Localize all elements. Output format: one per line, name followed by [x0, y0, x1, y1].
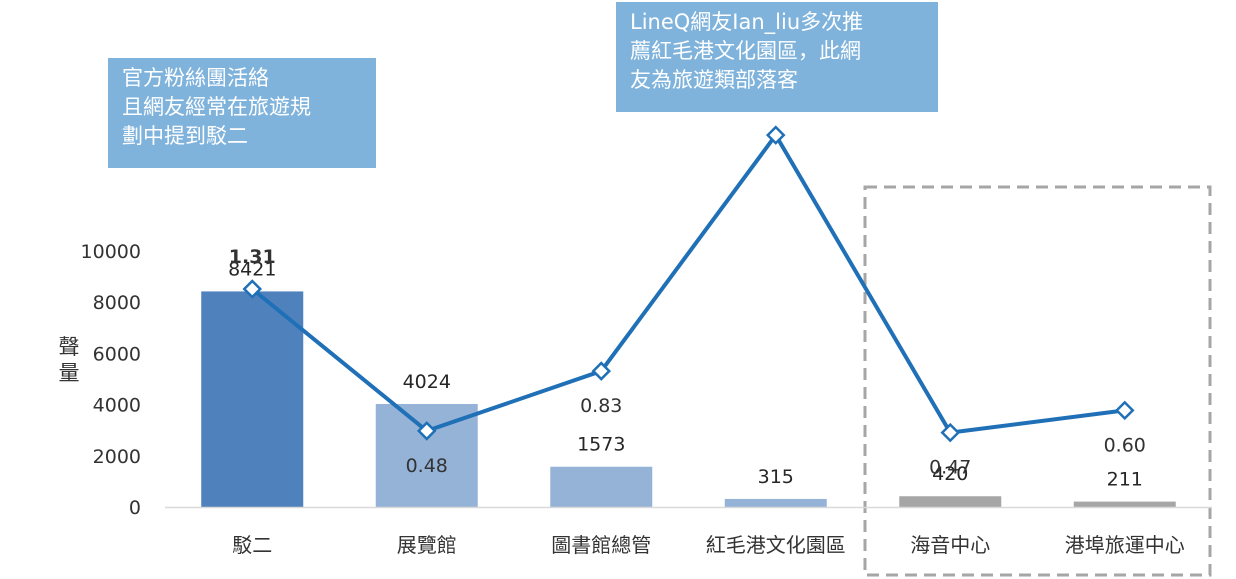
y-tick-label: 8000	[93, 292, 141, 314]
bar-value-label: 8421	[228, 258, 276, 280]
line-value-label: 0.47	[929, 457, 971, 479]
y-tick-label: 6000	[93, 343, 141, 365]
bar	[201, 291, 304, 507]
y-axis-label: 聲 量	[58, 335, 80, 385]
bar	[550, 466, 653, 507]
line-value-label: 1.31	[229, 246, 276, 268]
x-tick-label: 海音中心	[910, 533, 990, 557]
bar	[1073, 501, 1176, 507]
line-point	[242, 279, 263, 299]
x-tick-label: 駁二	[232, 533, 272, 557]
line-point	[765, 125, 786, 145]
line-value-label: 0.48	[406, 455, 448, 477]
series-line	[250, 133, 1126, 435]
bar-value-label: 1573	[577, 434, 625, 456]
bar-value-label: 211	[1107, 469, 1143, 491]
bar-value-label: 4024	[403, 371, 451, 393]
x-tick-label: 圖書館總管	[551, 533, 651, 557]
line-value-label: 0.60	[1104, 434, 1146, 456]
x-tick-label: 港埠旅運中心	[1065, 533, 1185, 557]
callout-hongmaogang: LineQ網友Ian_liu多次推 薦紅毛港文化園區，此網 友為旅遊類部落客	[616, 2, 938, 112]
y-tick-label: 0	[129, 497, 141, 519]
bar	[899, 496, 1002, 507]
highlight-box	[863, 185, 1212, 577]
x-tick-label: 紅毛港文化園區	[706, 533, 846, 557]
line-point	[1114, 400, 1135, 421]
x-tick-label: 展覽館	[397, 533, 457, 557]
line-point	[416, 421, 437, 441]
line-value-label: 0.83	[580, 395, 622, 417]
bar-value-label: 315	[758, 466, 794, 488]
line-point	[591, 361, 612, 381]
callout-bo2: 官方粉絲團活絡 且網友經常在旅遊規 劃中提到駁二	[108, 58, 376, 168]
line-point	[940, 422, 961, 443]
bar	[724, 498, 827, 507]
y-tick-label: 10000	[81, 241, 141, 263]
bar-value-label: 420	[932, 463, 968, 485]
y-tick-label: 2000	[93, 446, 141, 468]
y-tick-label: 4000	[93, 395, 141, 417]
